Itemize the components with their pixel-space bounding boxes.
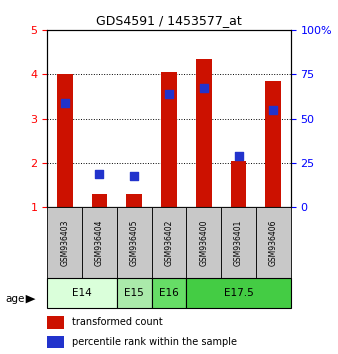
Bar bbox=[186, 207, 221, 278]
Bar bbox=[186, 278, 291, 308]
Bar bbox=[126, 194, 142, 207]
Bar bbox=[152, 278, 186, 308]
Point bbox=[271, 107, 276, 113]
Point bbox=[62, 100, 67, 106]
Polygon shape bbox=[26, 295, 35, 303]
Bar bbox=[47, 207, 82, 278]
Bar bbox=[47, 336, 64, 348]
Text: GSM936405: GSM936405 bbox=[130, 219, 139, 266]
Point bbox=[201, 85, 207, 91]
Bar bbox=[117, 207, 152, 278]
Bar bbox=[231, 161, 246, 207]
Text: E16: E16 bbox=[159, 288, 179, 298]
Bar bbox=[265, 81, 281, 207]
Text: GDS4591 / 1453577_at: GDS4591 / 1453577_at bbox=[96, 14, 242, 27]
Point bbox=[97, 171, 102, 177]
Text: GSM936400: GSM936400 bbox=[199, 219, 208, 266]
Bar bbox=[161, 72, 177, 207]
Bar bbox=[152, 207, 186, 278]
Bar bbox=[196, 59, 212, 207]
Bar bbox=[256, 207, 291, 278]
Text: E14: E14 bbox=[72, 288, 92, 298]
Text: transformed count: transformed count bbox=[72, 317, 162, 327]
Text: GSM936401: GSM936401 bbox=[234, 219, 243, 266]
Text: GSM936402: GSM936402 bbox=[165, 219, 173, 266]
Bar bbox=[47, 316, 64, 329]
Bar bbox=[221, 207, 256, 278]
Text: E15: E15 bbox=[124, 288, 144, 298]
Bar bbox=[92, 194, 107, 207]
Bar bbox=[57, 74, 73, 207]
Bar bbox=[47, 278, 117, 308]
Text: GSM936406: GSM936406 bbox=[269, 219, 278, 266]
Text: E17.5: E17.5 bbox=[224, 288, 254, 298]
Point bbox=[131, 173, 137, 179]
Bar bbox=[82, 207, 117, 278]
Text: GSM936403: GSM936403 bbox=[60, 219, 69, 266]
Text: age: age bbox=[5, 294, 24, 304]
Bar bbox=[117, 278, 152, 308]
Text: percentile rank within the sample: percentile rank within the sample bbox=[72, 337, 237, 347]
Point bbox=[166, 91, 172, 97]
Text: GSM936404: GSM936404 bbox=[95, 219, 104, 266]
Point bbox=[236, 153, 241, 159]
